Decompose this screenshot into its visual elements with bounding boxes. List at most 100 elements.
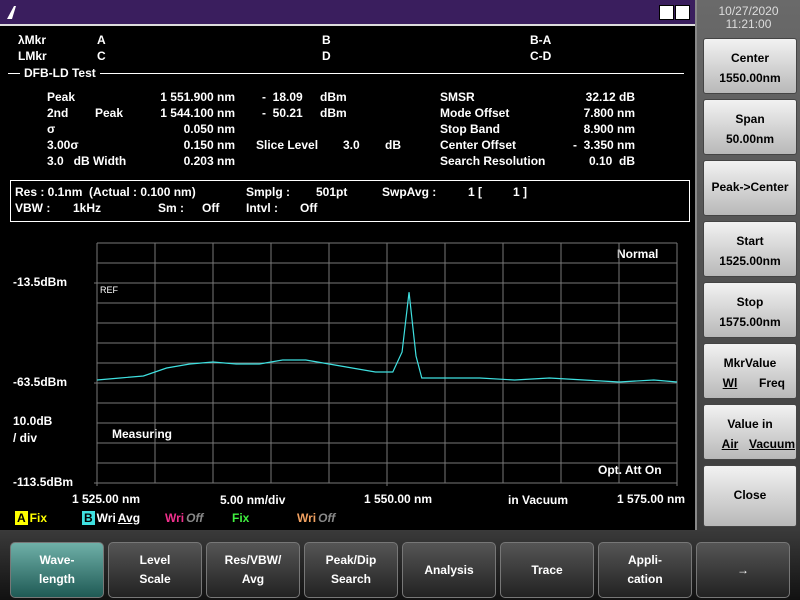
function-key[interactable]: Level Scale <box>108 542 202 598</box>
result-unit: dBm <box>320 90 347 104</box>
softkey-label: Value in <box>727 417 773 431</box>
softkey-label: Center <box>730 51 769 65</box>
function-key[interactable]: Peak/Dip Search <box>304 542 398 598</box>
function-key[interactable]: Trace <box>500 542 594 598</box>
marker-label: C <box>97 49 106 63</box>
softkey-label: Span <box>735 112 765 126</box>
result-value: 32.12 dB <box>585 90 635 104</box>
status-label: Measuring <box>110 427 175 441</box>
softkey[interactable]: Value in Air Vacuum <box>703 404 797 460</box>
setting-text: 501pt <box>316 185 348 199</box>
function-key-label: Trace <box>531 563 563 577</box>
y-tick-label: -13.5dBm <box>13 275 67 289</box>
result-label: Mode Offset <box>440 106 510 120</box>
marker-label: LMkr <box>18 49 47 63</box>
trace-legend: Fix <box>232 511 250 525</box>
marker-label: C-D <box>530 49 552 63</box>
result-label: 3.00σ <box>47 138 79 152</box>
result-value: 0.203 nm <box>183 154 235 168</box>
clock-date: 10/27/2020 <box>718 4 779 18</box>
ref-label: REF <box>100 285 118 295</box>
function-key[interactable]: → <box>696 542 790 598</box>
y-tick-label: -113.5dBm <box>13 475 73 489</box>
setting-text: Smplg : <box>246 185 290 199</box>
softkey-option: Vacuum <box>748 437 796 451</box>
softkey-option: Freq <box>758 376 785 390</box>
trace-legend: Avg <box>117 511 141 525</box>
setting-text: Intvl : <box>246 201 278 215</box>
trace <box>96 292 678 383</box>
softkey-panel: 10/27/2020 11:21:00 Center 1550.00nm Span 50.… <box>697 0 800 530</box>
result-value: 1 544.100 nm <box>160 106 235 120</box>
function-key-label: → <box>737 563 749 577</box>
x-tick-label: 1 550.00 nm <box>364 492 432 506</box>
function-key[interactable]: Analysis <box>402 542 496 598</box>
function-key-label: Avg <box>241 572 265 586</box>
marker-label: B <box>322 33 331 47</box>
result-label: Center Offset <box>440 138 517 152</box>
softkey-label: Close <box>733 488 767 502</box>
trace-legend: Wri <box>297 511 317 525</box>
function-key[interactable]: Res/VBW/Avg <box>206 542 300 598</box>
function-key-label: Scale <box>139 572 171 586</box>
function-key[interactable]: Appli-cation <box>598 542 692 598</box>
result-label: Peak <box>47 90 76 104</box>
function-key-label: Res/VBW/ <box>224 553 282 567</box>
softkey-label: Peak->Center <box>711 180 789 194</box>
trace-legend: A <box>15 511 28 525</box>
result-value: 0.050 nm <box>183 122 235 136</box>
trace-legend: B <box>82 511 95 525</box>
medium-label: in Vacuum <box>508 493 569 507</box>
result-label: SMSR <box>440 90 475 104</box>
function-key-label: Level <box>139 553 171 567</box>
trace-legend: Wri <box>165 511 185 525</box>
softkey[interactable]: Peak->Center <box>703 160 797 216</box>
softkey-value: 50.00nm <box>725 132 775 146</box>
graph: -13.5dBm -63.5dBm -113.5dBm 1 525.00 nm 1 55… <box>13 242 685 506</box>
marker-label: λMkr <box>18 33 47 47</box>
result-label: 3.0 dB Width <box>47 154 127 168</box>
setting-text: 1kHz <box>73 201 102 215</box>
result-value: 0.150 nm <box>183 138 235 152</box>
slice-label: Slice Level <box>256 138 319 152</box>
setting-text: Off <box>300 201 318 215</box>
setting-text: 1 [ <box>468 185 483 199</box>
function-key-label: cation <box>627 572 663 586</box>
result-level: - 50.21 <box>262 106 303 120</box>
softkey-value: 1550.00nm <box>719 71 781 85</box>
softkey-value: 1525.00nm <box>719 254 781 268</box>
result-label: 2nd <box>47 106 69 120</box>
function-key[interactable]: Wave-length <box>10 542 104 598</box>
softkey[interactable]: Center 1550.00nm <box>703 38 797 94</box>
marker-label: B-A <box>530 33 552 47</box>
softkey[interactable]: MkrValue Wl Freq <box>703 343 797 399</box>
logo <box>7 6 16 19</box>
maximize-button[interactable] <box>675 5 690 20</box>
function-key-label: Search <box>330 572 372 586</box>
result-value: 7.800 nm <box>583 106 635 120</box>
function-key-label: Peak/Dip <box>325 553 377 567</box>
trace-legend: Off <box>318 511 336 525</box>
main-window <box>0 0 697 530</box>
result-label: Stop Band <box>440 122 500 136</box>
softkey[interactable]: Stop 1575.00nm <box>703 282 797 338</box>
setting-text: SwpAvg : <box>382 185 437 199</box>
function-key-label: Analysis <box>424 563 474 577</box>
softkey-option: Wl <box>722 376 738 390</box>
clock-time: 11:21:00 <box>725 17 772 31</box>
softkey[interactable]: Span 50.00nm <box>703 99 797 155</box>
result-value: 8.900 nm <box>583 122 635 136</box>
setting-text: 1 ] <box>513 185 528 199</box>
softkey[interactable]: Close <box>703 465 797 527</box>
result-level: - 18.09 <box>262 90 303 104</box>
setting-text: Off <box>202 201 220 215</box>
trace-legend: Off <box>186 511 204 525</box>
function-key-bar: Wave-length Level Scale Res/VBW/Avg Peak/Dip… <box>0 530 800 600</box>
minimize-button[interactable] <box>659 5 674 20</box>
trace-mode: Normal <box>617 247 659 261</box>
slice-unit: dB <box>385 138 401 152</box>
trace-legend: Wri <box>96 511 116 525</box>
scale-label: 10.0dB <box>13 414 53 428</box>
softkey[interactable]: Start 1525.00nm <box>703 221 797 277</box>
title-bar <box>0 0 695 26</box>
